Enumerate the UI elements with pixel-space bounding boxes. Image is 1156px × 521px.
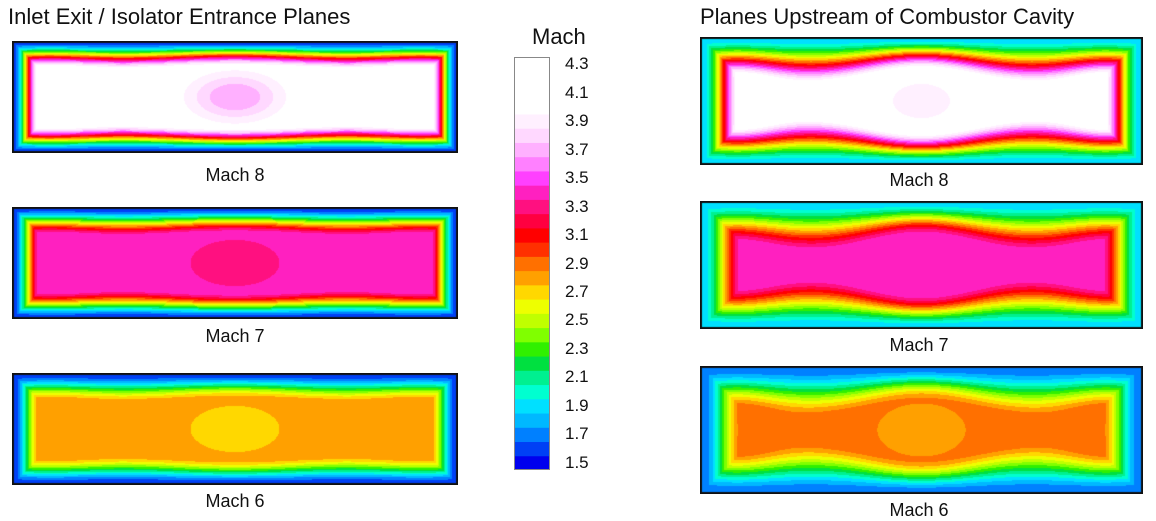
colorbar-tick-label: 3.3 — [565, 196, 589, 216]
right-caption-mach8: Mach 8 — [889, 170, 949, 190]
colorbar-band — [514, 455, 550, 470]
colorbar-tick-label: 4.1 — [565, 82, 589, 102]
colorbar-tick-label: 3.1 — [565, 225, 589, 245]
colorbar-border — [514, 57, 550, 470]
colorbar-band — [514, 356, 550, 371]
colorbar-tick-label: 1.7 — [565, 424, 589, 444]
right-caption-mach6: Mach 6 — [889, 500, 949, 520]
colorbar-tick-label: 4.3 — [565, 54, 589, 74]
left-panel-title: Inlet Exit / Isolator Entrance Planes — [8, 4, 351, 29]
right-plane-mach8-contour — [700, 37, 1143, 165]
left-plane-mach8-contour — [12, 41, 458, 153]
colorbar-band — [514, 57, 550, 72]
colorbar-band — [514, 128, 550, 143]
colorbar-title: Mach — [532, 24, 586, 49]
colorbar-band — [514, 142, 550, 158]
colorbar-band — [514, 370, 550, 386]
colorbar-band — [514, 170, 550, 186]
left-caption-mach8: Mach 8 — [205, 165, 265, 185]
left-caption-mach7: Mach 7 — [205, 326, 265, 346]
colorbar-band — [514, 99, 550, 115]
colorbar-tick-label: 2.5 — [565, 310, 589, 330]
colorbar-band — [514, 199, 550, 215]
colorbar-tick-label: 1.5 — [565, 452, 589, 472]
colorbar-band — [514, 398, 550, 414]
colorbar-tick-label: 1.9 — [565, 395, 589, 415]
colorbar-band — [514, 85, 550, 101]
colorbar-tick-label: 2.1 — [565, 367, 589, 387]
mach-colorbar — [514, 57, 550, 470]
colorbar-band — [514, 341, 550, 357]
colorbar-band — [514, 227, 550, 243]
colorbar-band — [514, 327, 550, 343]
right-caption-mach7: Mach 7 — [889, 335, 949, 355]
colorbar-band — [514, 242, 550, 257]
colorbar-band — [514, 384, 550, 400]
colorbar-band — [514, 71, 550, 86]
colorbar-band — [514, 284, 550, 300]
left-plane-mach6-contour — [12, 373, 458, 485]
left-caption-mach6: Mach 6 — [205, 491, 265, 511]
colorbar-band — [514, 213, 550, 229]
colorbar-band — [514, 427, 550, 443]
colorbar-band — [514, 270, 550, 286]
colorbar-band — [514, 313, 550, 329]
colorbar-band — [514, 441, 550, 457]
right-plane-mach6-contour — [700, 366, 1143, 494]
colorbar-band — [514, 256, 550, 272]
colorbar-band — [514, 156, 550, 172]
colorbar-band — [514, 413, 550, 428]
colorbar-band — [514, 299, 550, 314]
colorbar-tick-label: 2.9 — [565, 253, 589, 273]
colorbar-band — [514, 113, 550, 129]
left-plane-mach7-contour — [12, 207, 458, 319]
colorbar-tick-label: 2.3 — [565, 338, 589, 358]
colorbar-tick-label: 3.5 — [565, 168, 589, 188]
right-plane-mach7-contour — [700, 201, 1143, 329]
colorbar-tick-label: 3.9 — [565, 111, 589, 131]
colorbar-tick-label: 2.7 — [565, 281, 589, 301]
colorbar-tick-label: 3.7 — [565, 139, 589, 159]
right-panel-title: Planes Upstream of Combustor Cavity — [700, 4, 1075, 29]
colorbar-band — [514, 185, 550, 200]
